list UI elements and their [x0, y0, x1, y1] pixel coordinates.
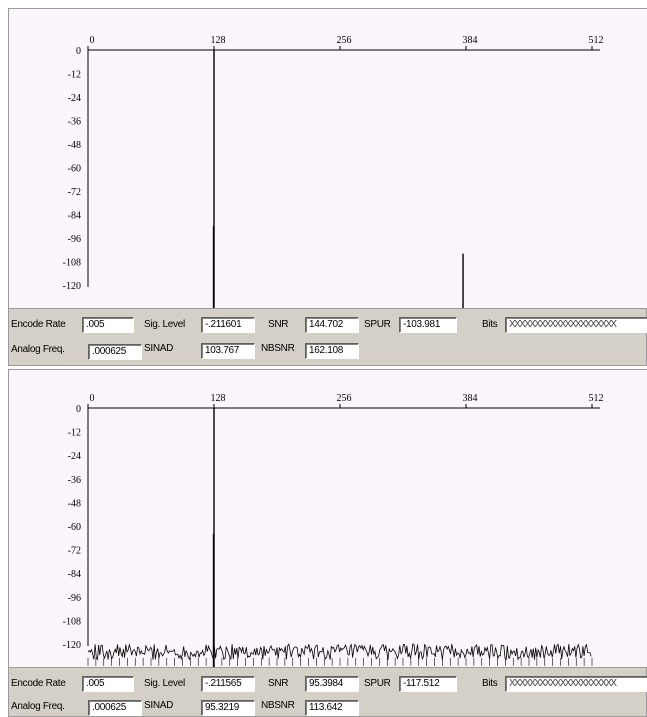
spur-field[interactable]: -117.512: [399, 676, 457, 692]
nbsnr-field[interactable]: 162.108: [305, 343, 359, 359]
spectrum-chart-1: 0 128 256 384 512 0 -12 -24 -36 -48 -60 -72 -84 -96 -1…: [63, 35, 604, 309]
analog-freq-label: Analog Freq.: [11, 701, 65, 712]
y-tick-label: -72: [68, 546, 81, 557]
encode-rate-label: Encode Rate: [11, 678, 66, 689]
spectrum-panel-1: 0 128 256 384 512 0 -12 -24 -36 -48 -60 -72 -84 -96 -1…: [0, 8, 647, 366]
y-tick-label: 0: [76, 46, 81, 57]
encode-rate-label: Encode Rate: [11, 319, 66, 330]
y-tick-label: -96: [68, 234, 81, 245]
x-tick-label: 128: [211, 35, 226, 46]
y-tick-label: -48: [68, 498, 81, 509]
stats-bar-1: Encode Rate .005 Sig. Level -.211601 SNR…: [8, 308, 647, 366]
spur-label: SPUR: [364, 319, 391, 330]
sinad-label: SINAD: [144, 700, 174, 711]
y-tick-label: -60: [68, 522, 81, 533]
snr-label: SNR: [268, 678, 289, 689]
encode-rate-field[interactable]: .005: [82, 676, 134, 692]
x-tick-label: 384: [463, 35, 478, 46]
spectrum-plot-1: 0 128 256 384 512 0 -12 -24 -36 -48 -60 -72 -84 -96 -1…: [8, 8, 647, 309]
y-tick-label: -120: [63, 640, 81, 651]
sig-level-label: Sig. Level: [144, 319, 185, 330]
encode-rate-field[interactable]: .005: [82, 317, 134, 333]
y-tick-label: -24: [68, 451, 81, 462]
spectrum-panel-2: 0 128 256 384 512 0 -12 -24 -36 -48 -60 -72 -84 -96 -1…: [0, 369, 647, 717]
stats-bar-2: Encode Rate .005 Sig. Level -.211565 SNR…: [8, 667, 647, 717]
y-tick-label: -108: [63, 258, 81, 269]
sinad-label: SINAD: [144, 343, 174, 354]
x-tick-label: 256: [337, 393, 352, 404]
y-tick-label: -84: [68, 569, 81, 580]
nbsnr-label: NBSNR: [261, 343, 295, 354]
nbsnr-field[interactable]: 113.642: [305, 700, 359, 716]
y-tick-label: 0: [76, 404, 81, 415]
y-tick-label: -12: [68, 428, 81, 439]
y-tick-label: -84: [68, 211, 81, 222]
bits-label: Bits: [482, 319, 498, 330]
x-tick-label: 0: [90, 35, 95, 46]
spur-label: SPUR: [364, 678, 391, 689]
sig-level-field[interactable]: -.211601: [201, 317, 255, 333]
analog-freq-label: Analog Freq.: [11, 344, 65, 355]
y-tick-label: -36: [68, 475, 81, 486]
y-tick-label: -72: [68, 187, 81, 198]
snr-field[interactable]: 144.702: [305, 317, 359, 333]
bits-field[interactable]: XXXXXXXXXXXXXXXXXXXXX: [505, 676, 647, 692]
analog-freq-field[interactable]: .000625: [88, 700, 142, 716]
y-tick-label: -96: [68, 593, 81, 604]
x-tick-label: 256: [337, 35, 352, 46]
x-tick-label: 512: [589, 35, 604, 46]
bits-label: Bits: [482, 678, 498, 689]
y-tick-label: -36: [68, 117, 81, 128]
sig-level-label: Sig. Level: [144, 678, 185, 689]
spectrum-chart-2: 0 128 256 384 512 0 -12 -24 -36 -48 -60 -72 -84 -96 -1…: [63, 393, 604, 668]
x-tick-label: 128: [211, 393, 226, 404]
snr-label: SNR: [268, 319, 289, 330]
spur-field[interactable]: -103.981: [399, 317, 457, 333]
bits-field[interactable]: XXXXXXXXXXXXXXXXXXXXX: [505, 317, 647, 333]
y-tick-label: -120: [63, 281, 81, 292]
y-tick-label: -60: [68, 164, 81, 175]
x-tick-label: 384: [463, 393, 478, 404]
sinad-field[interactable]: 95.3219: [201, 700, 255, 716]
noise-floor-trace: [87, 643, 592, 661]
sig-level-field[interactable]: -.211565: [201, 676, 255, 692]
y-tick-label: -48: [68, 140, 81, 151]
y-tick-label: -108: [63, 616, 81, 627]
snr-field[interactable]: 95.3984: [305, 676, 359, 692]
nbsnr-label: NBSNR: [261, 700, 295, 711]
analog-freq-field[interactable]: .000625: [88, 344, 142, 360]
sinad-field[interactable]: 103.767: [201, 343, 255, 359]
y-tick-label: -12: [68, 70, 81, 81]
spectrum-plot-2: 0 128 256 384 512 0 -12 -24 -36 -48 -60 -72 -84 -96 -1…: [8, 369, 647, 668]
x-tick-label: 512: [589, 393, 604, 404]
x-tick-label: 0: [90, 393, 95, 404]
y-tick-label: -24: [68, 93, 81, 104]
